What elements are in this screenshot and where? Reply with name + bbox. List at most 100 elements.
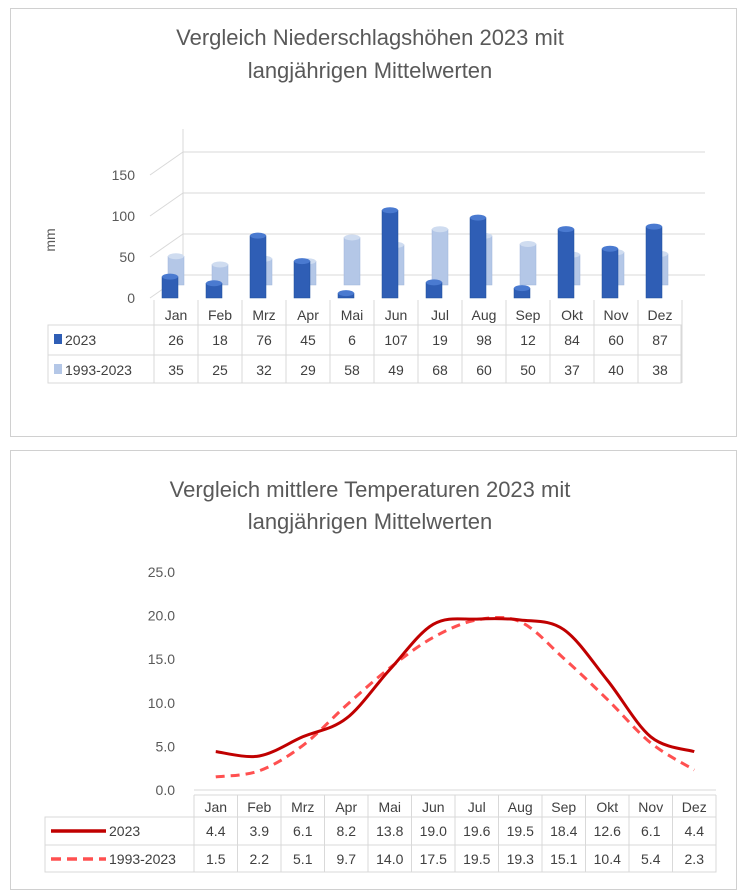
data-label: 6.1 [293,823,313,839]
bar-top [514,285,530,292]
legend-swatch [54,364,62,374]
legend-label: 2023 [109,823,140,839]
y-tick-label: 0.0 [156,782,176,798]
data-label: 10.4 [594,851,621,867]
x-category-label: Apr [335,799,357,815]
gridline [149,151,705,176]
bar-1993-2023 [431,228,449,286]
data-label: 19.5 [463,851,490,867]
bar-1993-2023 [519,243,537,286]
bar-2023 [469,217,487,299]
y-tick-label: 0 [127,290,135,306]
data-label: 37 [564,362,580,378]
data-label: 19.5 [507,823,534,839]
bar-top [168,253,184,260]
bar-1993-2023 [343,237,361,286]
x-category-label: Jul [431,307,449,323]
data-label: 6.1 [641,823,661,839]
chart-title: langjährigen Mittelwerten [248,509,493,534]
data-label: 4.4 [206,823,226,839]
data-label: 87 [652,332,668,348]
x-category-label: Aug [472,307,497,323]
data-label: 12.6 [594,823,621,839]
x-category-label: Sep [516,307,541,323]
x-category-label: Mai [341,307,364,323]
data-label: 9.7 [337,851,357,867]
x-category-label: Okt [561,307,583,323]
data-label: 12 [520,332,536,348]
bar-2023 [601,248,619,299]
data-label: 26 [168,332,184,348]
bar-2023 [557,228,575,299]
data-label: 35 [168,362,184,378]
x-category-label: Dez [648,307,673,323]
data-label: 8.2 [337,823,357,839]
data-label: 3.9 [250,823,270,839]
gridline [149,192,705,217]
y-axis-label: mm [42,228,58,251]
data-label: 2.2 [250,851,270,867]
data-label: 32 [256,362,272,378]
legend-swatch [54,334,62,344]
data-label: 15.1 [550,851,577,867]
chart-title: Vergleich mittlere Temperaturen 2023 mit [170,477,571,502]
y-tick-label: 25.0 [148,564,175,580]
x-category-label: Sep [551,799,576,815]
data-label: 5.1 [293,851,313,867]
data-label: 60 [608,332,624,348]
data-label: 4.4 [685,823,705,839]
y-tick-label: 10.0 [148,695,175,711]
bar-top [212,261,228,268]
bar-2023 [161,276,179,299]
data-label: 29 [300,362,316,378]
data-label: 14.0 [376,851,403,867]
bar-top [426,279,442,286]
y-tick-label: 100 [112,208,136,224]
bar-2023 [645,226,663,299]
x-category-label: Nov [604,307,629,323]
legend-label: 2023 [65,332,96,348]
y-tick-label: 150 [112,167,136,183]
x-category-label: Mrz [291,799,314,815]
bar-2023 [293,260,311,299]
x-category-label: Jan [204,799,227,815]
data-label: 6 [348,332,356,348]
x-category-label: Apr [297,307,319,323]
chart-title: langjährigen Mittelwerten [248,58,493,83]
data-label: 49 [388,362,404,378]
bar-2023 [249,235,267,299]
line-2023 [215,617,695,759]
data-label: 45 [300,332,316,348]
data-label: 1.5 [206,851,226,867]
bar-top [162,273,178,280]
data-label: 19.0 [420,823,447,839]
bar-top [470,214,486,221]
y-tick-label: 15.0 [148,651,175,667]
chart-title: Vergleich Niederschlagshöhen 2023 mit [176,25,564,50]
line-1993-2023 [215,615,696,779]
x-category-label: Jun [385,307,408,323]
bar-top [382,207,398,214]
data-label: 18.4 [550,823,577,839]
data-label: 18 [212,332,228,348]
x-category-label: Jul [468,799,486,815]
x-category-label: Feb [247,799,271,815]
x-category-label: Feb [208,307,232,323]
bar-top [646,223,662,230]
bar-top [520,241,536,247]
data-label: 50 [520,362,536,378]
data-label: 68 [432,362,448,378]
bar-top [432,226,448,233]
data-label: 19.6 [463,823,490,839]
bar-2023 [381,210,399,299]
data-label: 17.5 [420,851,447,867]
x-category-label: Jan [165,307,188,323]
data-label: 19 [432,332,448,348]
x-category-label: Jun [422,799,445,815]
data-label: 25 [212,362,228,378]
bar-top [338,290,354,297]
bar-top [344,234,360,241]
x-category-label: Mai [378,799,401,815]
bar-top [250,232,266,239]
